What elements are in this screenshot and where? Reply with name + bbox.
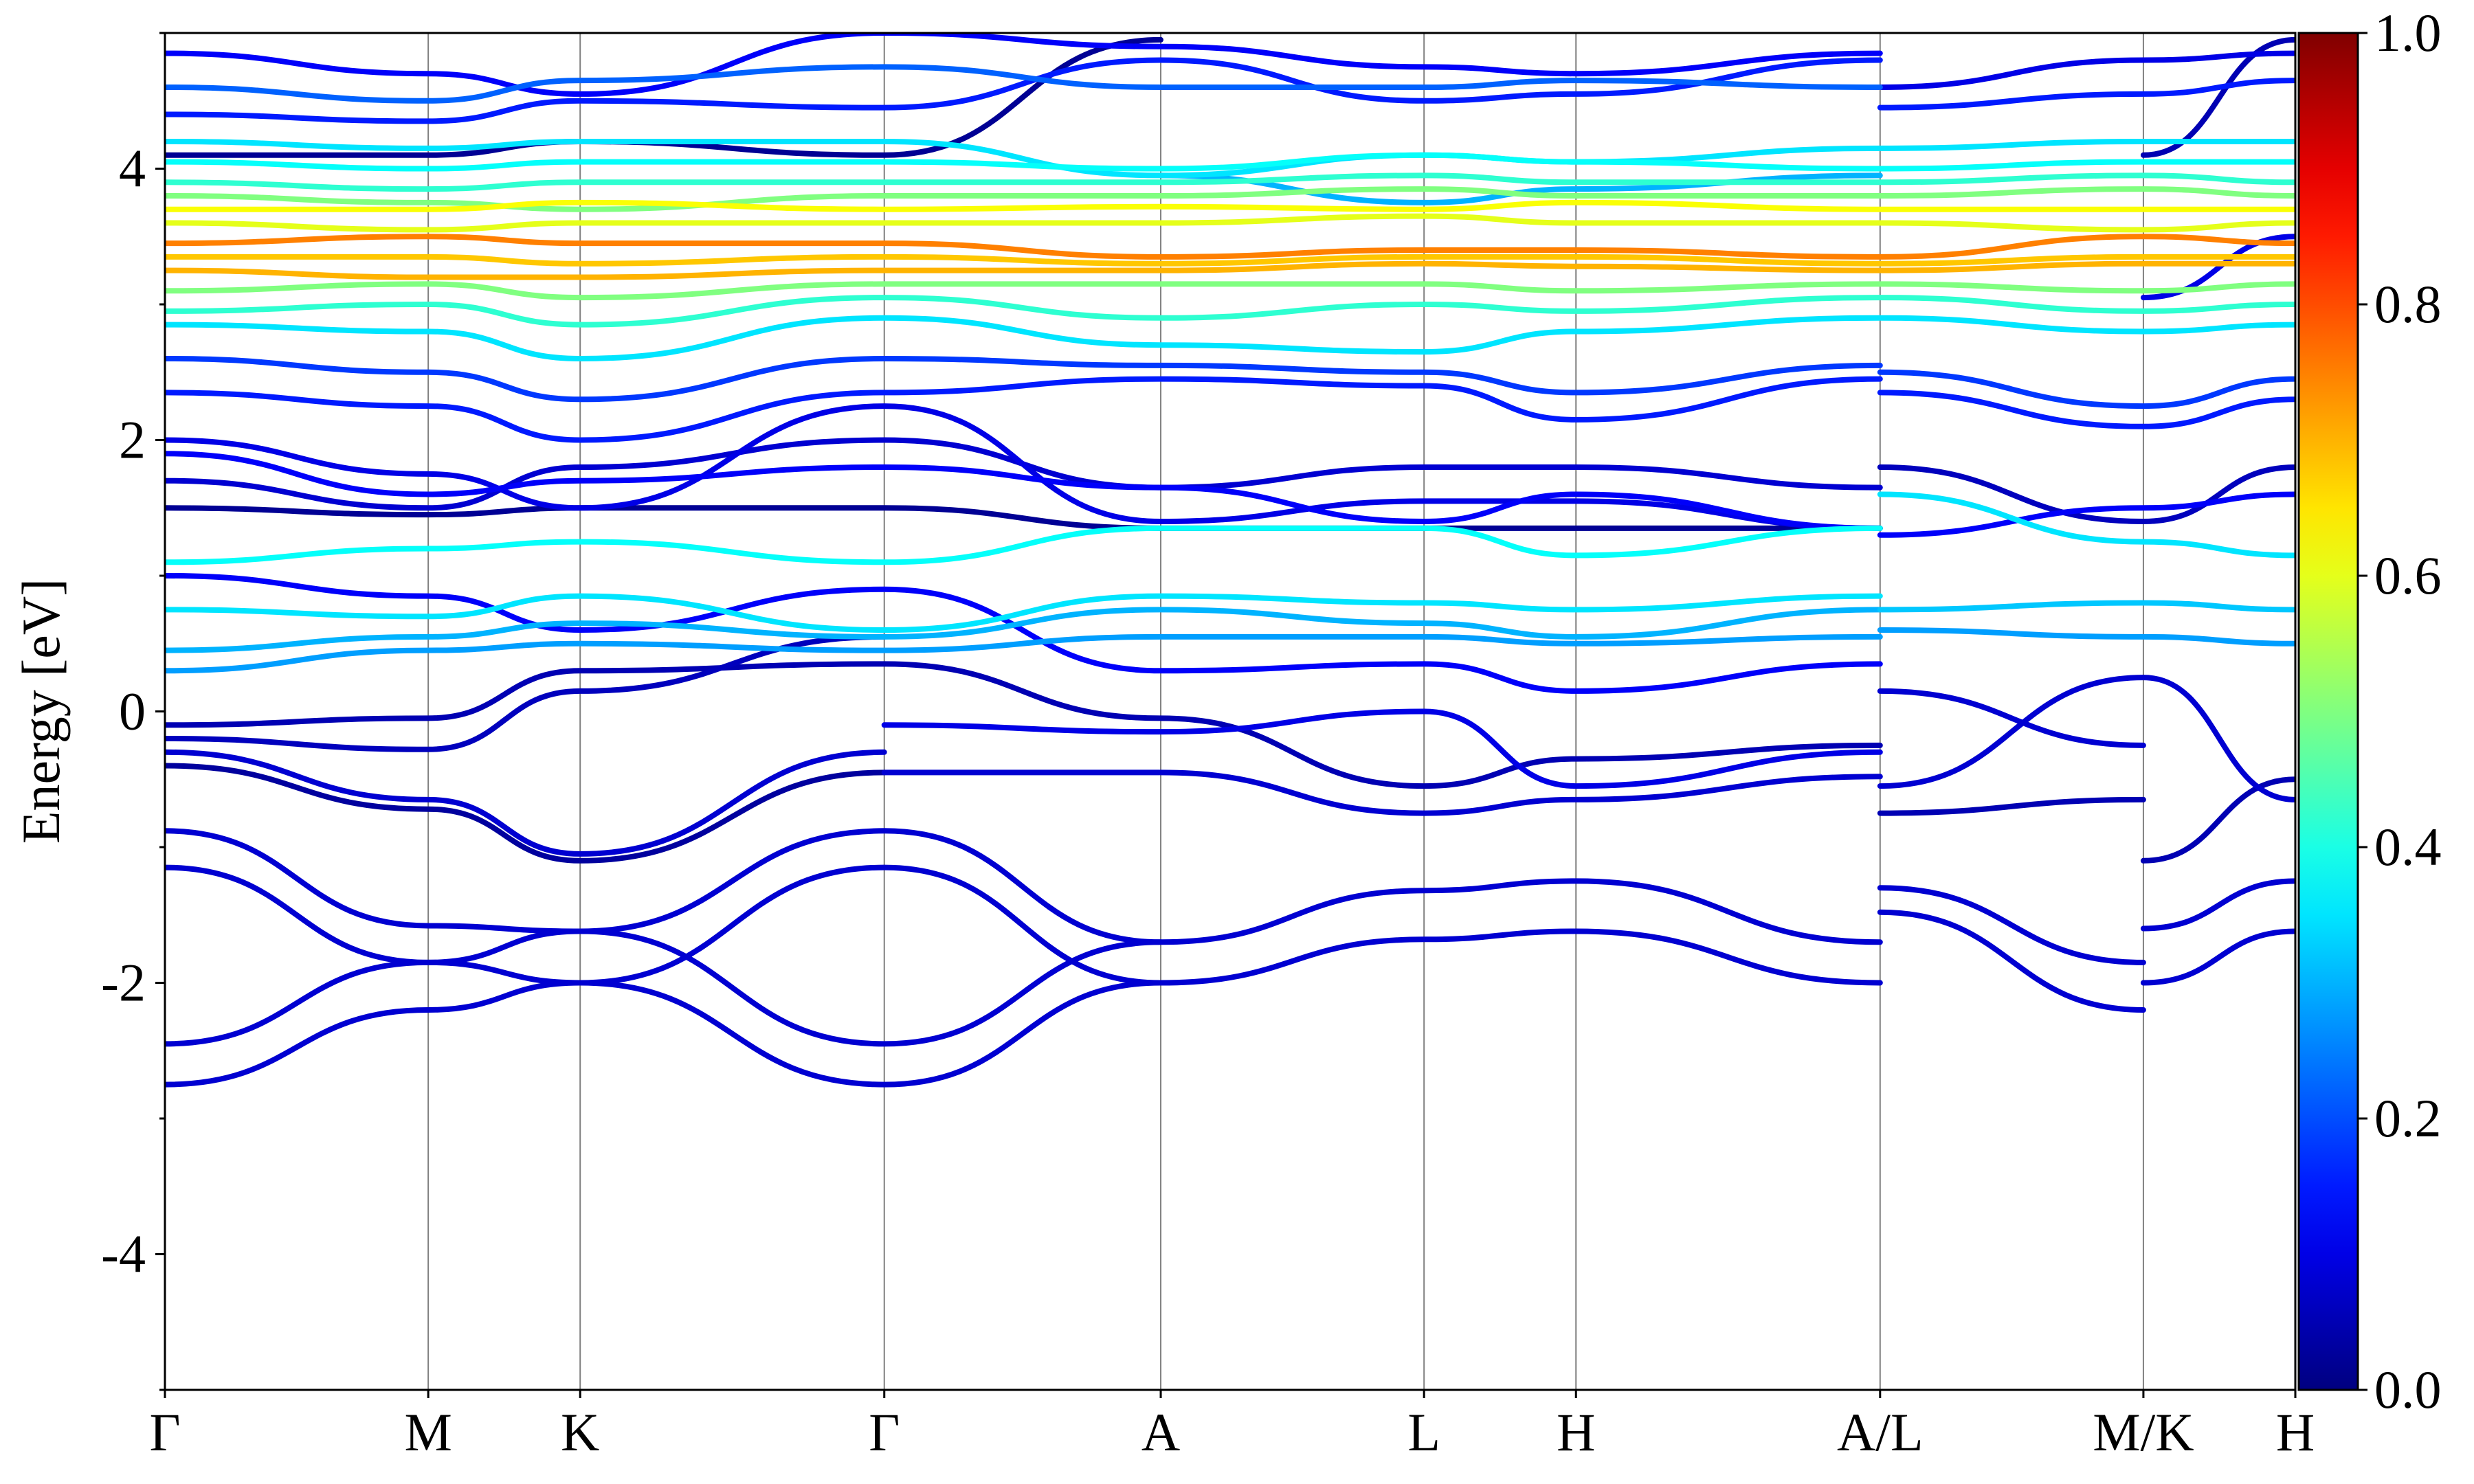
band-line: [165, 437, 1883, 511]
band-line: [165, 864, 1163, 986]
x-tick-label: A: [1141, 1402, 1180, 1462]
x-tick-label: K: [561, 1402, 599, 1462]
x-tick-label: A/L: [1837, 1402, 1924, 1462]
band-line: [165, 234, 2295, 260]
band-line: [1877, 627, 2295, 647]
band-line: [165, 295, 2295, 328]
band-line: [165, 607, 1883, 653]
band-line: [165, 315, 2295, 362]
band-line: [1877, 675, 2146, 789]
y-axis-label: Energy [eV]: [11, 578, 71, 844]
band-line: [165, 633, 887, 752]
band-line: [165, 172, 2295, 192]
band-line: [165, 376, 1883, 443]
band-line: [165, 152, 2295, 172]
band-line: [165, 928, 1883, 1088]
colorbar-ticks: 0.0 0.2 0.4 0.6 0.8 1.0: [2358, 3, 2442, 1419]
band-line: [165, 138, 2295, 179]
band-line: [165, 661, 1883, 789]
y-tick-label: -4: [101, 1224, 146, 1284]
band-line: [1877, 491, 2295, 538]
x-tick-label: Γ: [149, 1402, 180, 1462]
band-line: [165, 254, 2295, 267]
band-line: [165, 199, 2295, 212]
band-line: [165, 633, 1883, 674]
y-tick-label: 4: [119, 139, 146, 199]
band-line: [165, 749, 887, 857]
band-line: [1877, 885, 2146, 965]
band-line: [165, 213, 2295, 233]
band-lines: [165, 33, 2295, 1088]
band-line: [1877, 369, 2295, 409]
y-tick-label: -2: [101, 953, 146, 1013]
colorbar-tick-label: 1.0: [2374, 3, 2442, 63]
band-line: [1877, 464, 2295, 525]
band-line: [165, 763, 887, 864]
band-line: [165, 505, 1883, 531]
high-symmetry-lines: [427, 33, 2144, 1390]
band-line: [2140, 928, 2295, 986]
y-axis: -4 -2 0 2 4: [101, 32, 165, 1391]
band-line: [165, 260, 2295, 280]
band-line: [165, 355, 1883, 403]
band-line: [2140, 878, 2295, 932]
x-tick-label: Γ: [869, 1402, 900, 1462]
x-tick-label: M: [404, 1402, 452, 1462]
colorbar: [2297, 32, 2359, 1391]
y-tick-label: 0: [119, 682, 146, 741]
band-line: [1877, 491, 2295, 559]
colorbar-tick-label: 0.6: [2374, 546, 2442, 605]
band-line: [881, 769, 1883, 816]
band-line: [165, 451, 1883, 531]
band-line: [165, 33, 1883, 97]
band-line: [2140, 675, 2295, 802]
colorbar-tick-label: 0.8: [2374, 274, 2442, 334]
band-line: [165, 403, 1883, 531]
colorbar-tick-label: 0.0: [2374, 1360, 2442, 1419]
band-line: [165, 281, 2295, 301]
band-line: [1877, 50, 2295, 90]
band-line: [2140, 36, 2295, 158]
band-line: [165, 593, 1883, 633]
colorbar-tick-label: 0.2: [2374, 1088, 2442, 1148]
x-axis: Γ M K Γ A L H A/L M/K H: [149, 1390, 2315, 1462]
band-line: [881, 708, 1883, 789]
band-line: [1877, 78, 2295, 111]
band-line: [1877, 688, 2146, 748]
band-line: [2140, 234, 2295, 301]
colorbar-tick-label: 0.4: [2374, 817, 2442, 877]
band-line: [165, 828, 1163, 945]
band-line: [165, 57, 1883, 124]
x-tick-label: M/K: [2093, 1402, 2194, 1462]
x-tick-label: H: [1557, 1402, 1595, 1462]
band-line: [2140, 776, 2295, 864]
band-line: [165, 525, 1883, 565]
x-tick-label: L: [1407, 1402, 1440, 1462]
x-tick-label: H: [2276, 1402, 2315, 1462]
band-line: [165, 64, 1883, 104]
band-line: [1877, 390, 2295, 429]
band-line: [1877, 796, 2146, 816]
band-line: [1877, 909, 2146, 1013]
y-tick-label: 2: [119, 410, 146, 470]
band-line: [1877, 600, 2295, 613]
